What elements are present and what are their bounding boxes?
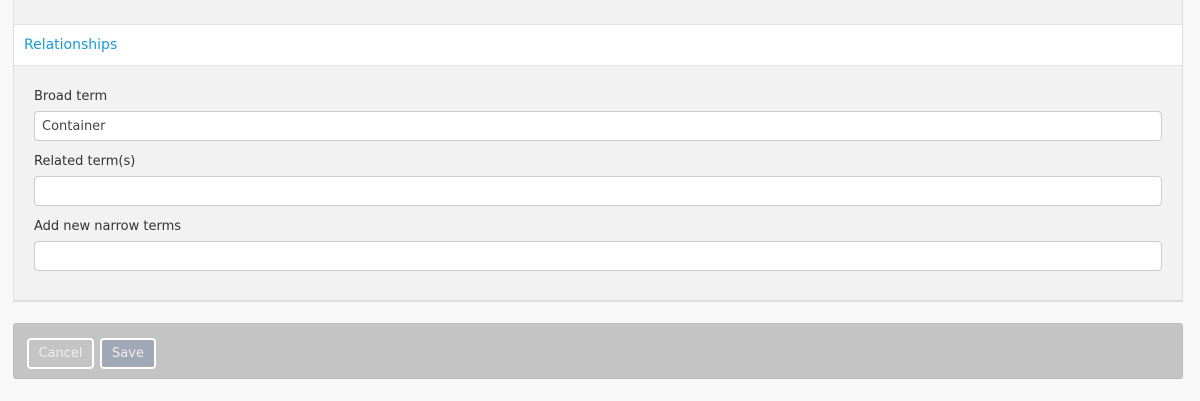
save-button[interactable]: Save xyxy=(100,338,156,369)
related-terms-label: Related term(s) xyxy=(34,154,136,169)
section-header: Relationships xyxy=(14,24,1182,66)
action-bar: Cancel Save xyxy=(13,323,1183,379)
broad-term-label: Broad term xyxy=(34,89,108,104)
narrow-terms-label: Add new narrow terms xyxy=(34,219,182,234)
relationships-panel: Relationships Broad term Container Relat… xyxy=(13,0,1183,302)
narrow-terms-input[interactable] xyxy=(34,241,1162,271)
cancel-button[interactable]: Cancel xyxy=(27,338,94,369)
section-title: Relationships xyxy=(24,37,118,53)
broad-term-input[interactable]: Container xyxy=(34,111,1162,141)
related-terms-input[interactable] xyxy=(34,176,1162,206)
